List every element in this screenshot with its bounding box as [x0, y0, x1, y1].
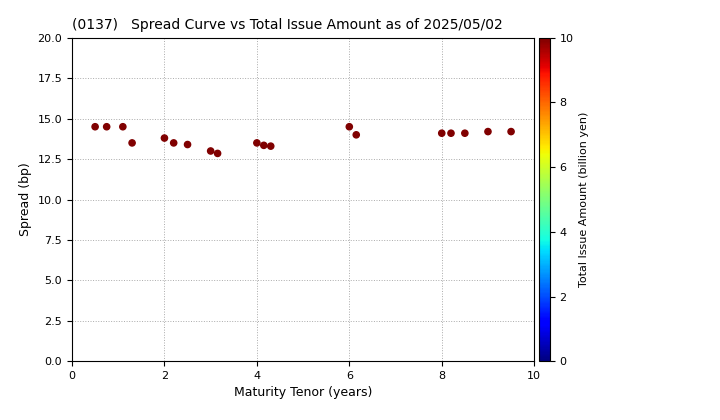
Y-axis label: Spread (bp): Spread (bp): [19, 163, 32, 236]
Point: [505, 128, 517, 135]
X-axis label: Maturity Tenor (years): Maturity Tenor (years): [234, 386, 372, 399]
Point: [436, 130, 448, 136]
Point: [351, 131, 362, 138]
Point: [343, 123, 355, 130]
Point: [205, 147, 217, 154]
Point: [251, 139, 263, 146]
Point: [89, 123, 101, 130]
Point: [258, 142, 269, 149]
Point: [265, 143, 276, 150]
Point: [158, 135, 170, 142]
Point: [482, 128, 494, 135]
Point: [101, 123, 112, 130]
Point: [126, 139, 138, 146]
Point: [181, 141, 193, 148]
Point: [212, 150, 223, 157]
Y-axis label: Total Issue Amount (billion yen): Total Issue Amount (billion yen): [579, 112, 589, 287]
Point: [445, 130, 456, 136]
Point: [117, 123, 129, 130]
Point: [459, 130, 471, 136]
Text: (0137)   Spread Curve vs Total Issue Amount as of 2025/05/02: (0137) Spread Curve vs Total Issue Amoun…: [72, 18, 503, 32]
Point: [168, 139, 179, 146]
